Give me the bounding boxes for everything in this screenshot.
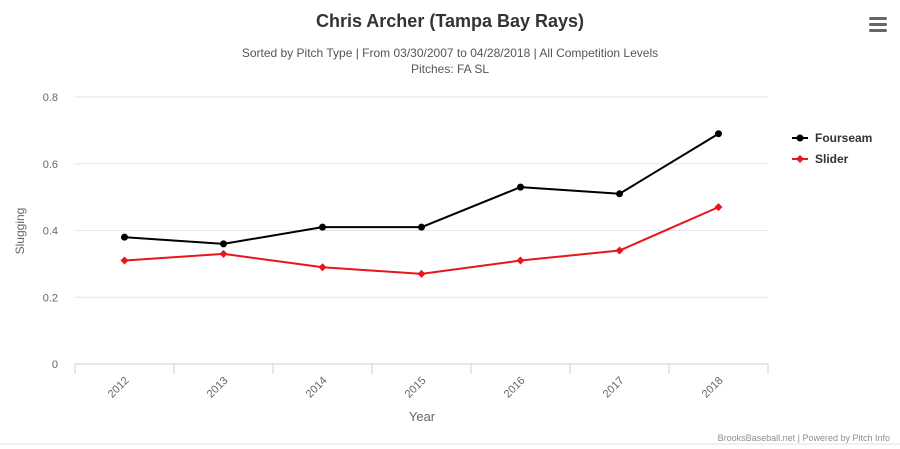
y-axis-label: Slugging: [13, 208, 27, 255]
x-axis-label: Year: [409, 409, 436, 424]
chart-credits[interactable]: BrooksBaseball.net | Powered by Pitch In…: [718, 433, 890, 443]
x-axis: 2012 2013 2014 2015 2016 2017 2018: [74, 363, 769, 401]
data-point[interactable]: [418, 223, 425, 231]
chart-subtitle-line-2: Pitches: FA SL: [411, 62, 489, 76]
x-tick-label: 2017: [601, 375, 627, 401]
data-point[interactable]: [517, 183, 524, 191]
legend-label: Slider: [815, 152, 849, 166]
data-point[interactable]: [318, 263, 327, 272]
grid-lines: [75, 96, 768, 298]
x-tick-label: 2015: [403, 375, 429, 401]
data-point[interactable]: [120, 256, 129, 265]
y-tick-label: 0.8: [43, 92, 58, 104]
data-point[interactable]: [319, 223, 326, 231]
data-point[interactable]: [615, 246, 624, 255]
x-tick-label: 2014: [304, 375, 330, 401]
x-tick-label: 2012: [106, 375, 132, 401]
y-tick-label: 0.2: [43, 292, 58, 304]
chart-menu-button[interactable]: [868, 16, 888, 34]
data-point[interactable]: [516, 256, 525, 265]
hamburger-menu-icon: [869, 17, 887, 32]
series-plot: [120, 130, 723, 278]
data-point[interactable]: [220, 240, 227, 248]
y-axis: 0 0.2 0.4 0.6 0.8: [43, 92, 58, 371]
data-point[interactable]: [714, 203, 723, 212]
chart-subtitle-line-1: Sorted by Pitch Type | From 03/30/2007 t…: [242, 46, 658, 60]
data-point[interactable]: [417, 269, 426, 278]
x-tick-label: 2018: [700, 375, 726, 401]
data-point[interactable]: [616, 190, 623, 198]
legend-marker: [796, 134, 804, 142]
legend: Fourseam Slider: [792, 131, 872, 166]
x-tick-label: 2013: [205, 375, 231, 401]
legend-item-slider[interactable]: Slider: [792, 152, 849, 166]
y-tick-label: 0: [52, 359, 58, 371]
x-tick-label: 2016: [502, 375, 528, 401]
y-tick-label: 0.6: [43, 159, 58, 171]
chart-title: Chris Archer (Tampa Bay Rays): [316, 11, 584, 31]
y-tick-label: 0.4: [43, 226, 58, 238]
data-point[interactable]: [121, 233, 128, 241]
series-line-slider: [124, 206, 719, 275]
data-point[interactable]: [219, 249, 228, 258]
legend-marker: [796, 155, 804, 163]
legend-label: Fourseam: [815, 131, 872, 145]
series-fourseam: [121, 130, 722, 248]
series-slider: [120, 203, 723, 278]
data-point[interactable]: [715, 130, 722, 138]
legend-item-fourseam[interactable]: Fourseam: [792, 131, 872, 145]
